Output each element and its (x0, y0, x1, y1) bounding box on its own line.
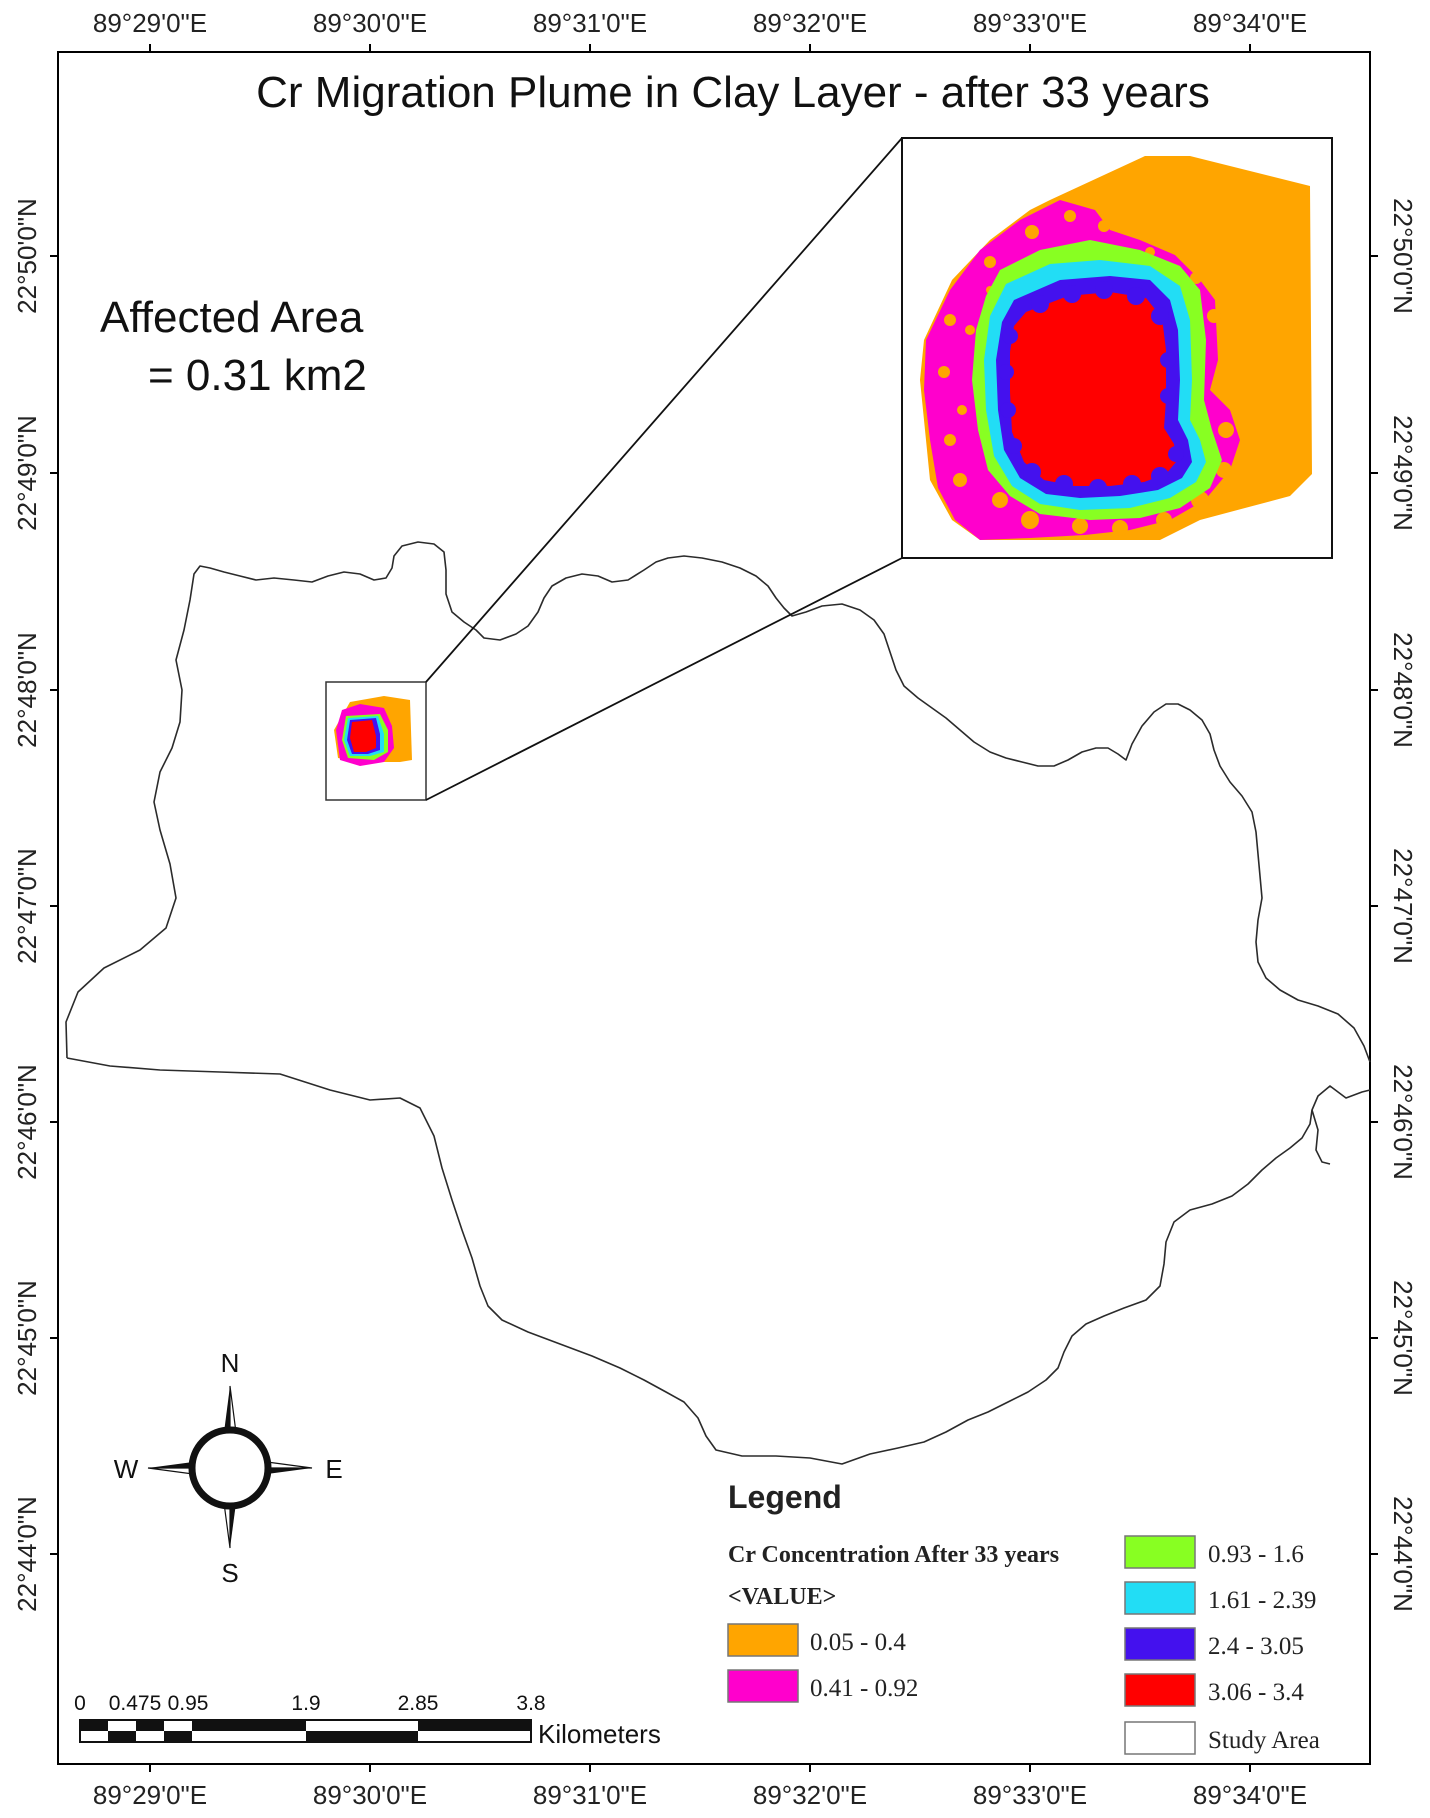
lat-label-left: 22°47'0"N (12, 848, 42, 964)
compass-south: S (221, 1558, 238, 1588)
scale-unit: Kilometers (538, 1719, 661, 1749)
latitude-ticks-left: 22°50'0"N 22°49'0"N 22°48'0"N 22°47'0"N … (12, 198, 58, 1612)
lat-label-right: 22°46'0"N (1388, 1064, 1418, 1180)
map-title: Cr Migration Plume in Clay Layer - after… (256, 68, 1210, 117)
inset-connector-top (425, 137, 903, 683)
legend-swatch (1124, 1627, 1196, 1661)
lon-label-bottom: 89°30'0"E (313, 1780, 427, 1810)
compass-north: N (221, 1348, 240, 1378)
scale-label: 0.95 (168, 1692, 209, 1715)
lat-label-right: 22°44'0"N (1388, 1496, 1418, 1612)
legend-swatch (727, 1669, 799, 1703)
legend-item-label: 1.61 - 2.39 (1208, 1587, 1316, 1614)
lon-label-top: 89°34'0"E (1193, 8, 1307, 38)
legend-item-label: 0.93 - 1.6 (1208, 1541, 1304, 1568)
lon-label-top: 89°33'0"E (973, 8, 1087, 38)
lon-label-top: 89°30'0"E (313, 8, 427, 38)
lat-label-right: 22°50'0"N (1388, 198, 1418, 314)
scale-bar: 0 0.475 0.95 1.9 2.85 3.8 (74, 1692, 546, 1743)
lat-label-left: 22°44'0"N (12, 1496, 42, 1612)
study-area-south (66, 1057, 1371, 1465)
plume-blue-dots (998, 281, 1184, 497)
lat-label-left: 22°46'0"N (12, 1064, 42, 1180)
legend-swatch (727, 1623, 799, 1657)
legend-item-label: 3.06 - 3.4 (1208, 1679, 1304, 1706)
scale-label: 2.85 (398, 1692, 439, 1715)
legend-item-label: 0.05 - 0.4 (810, 1629, 906, 1656)
scale-label: 0.475 (109, 1692, 162, 1715)
plume-zone-red-core (1020, 306, 1164, 474)
affected-area-value: = 0.31 km2 (148, 351, 367, 400)
lat-label-right: 22°49'0"N (1388, 415, 1418, 531)
compass-west: W (114, 1454, 139, 1484)
lon-label-bottom: 89°32'0"E (753, 1780, 867, 1810)
lat-label-right: 22°48'0"N (1388, 632, 1418, 748)
legend-swatch-study-area (1124, 1721, 1196, 1755)
legend-study-area-label: Study Area (1208, 1727, 1320, 1754)
lon-label-top: 89°31'0"E (533, 8, 647, 38)
lon-label-bottom: 89°31'0"E (533, 1780, 647, 1810)
legend-subtitle: Cr Concentration After 33 years (728, 1542, 1059, 1568)
lat-label-left: 22°50'0"N (12, 198, 42, 314)
lon-label-top: 89°32'0"E (753, 8, 867, 38)
legend-swatch (1124, 1535, 1196, 1569)
lat-label-right: 22°45'0"N (1388, 1280, 1418, 1396)
legend-value-label: <VALUE> (728, 1584, 836, 1610)
lat-label-left: 22°49'0"N (12, 415, 42, 531)
lat-label-left: 22°45'0"N (12, 1280, 42, 1396)
lon-label-top: 89°29'0"E (93, 8, 207, 38)
scale-label: 1.9 (291, 1692, 320, 1715)
scale-label: 0 (74, 1692, 86, 1715)
plume-zone-red-small (350, 720, 376, 752)
legend-item-label: 2.4 - 3.05 (1208, 1633, 1304, 1660)
study-area-east-notch (1311, 1109, 1331, 1165)
lon-label-bottom: 89°34'0"E (1193, 1780, 1307, 1810)
inset-plume-map (901, 137, 1333, 559)
lat-label-right: 22°47'0"N (1388, 848, 1418, 964)
lat-label-left: 22°48'0"N (12, 632, 42, 748)
legend: Legend Cr Concentration After 33 years <… (727, 1479, 1320, 1755)
source-plume (325, 681, 427, 801)
latitude-ticks-right: 22°50'0"N 22°49'0"N 22°48'0"N 22°47'0"N … (1370, 198, 1418, 1612)
legend-swatch (1124, 1581, 1196, 1615)
affected-area-label: Affected Area (100, 293, 364, 342)
scale-label: 3.8 (516, 1692, 545, 1715)
compass-east: E (325, 1454, 342, 1484)
lon-label-bottom: 89°29'0"E (93, 1780, 207, 1810)
north-arrow-icon (147, 1385, 313, 1549)
study-area-visible (65, 541, 1371, 1063)
legend-item-label: 0.41 - 0.92 (810, 1675, 918, 1702)
lon-label-bottom: 89°33'0"E (973, 1780, 1087, 1810)
inset-connector-bottom (425, 557, 903, 801)
longitude-ticks-bottom: 89°29'0"E 89°30'0"E 89°31'0"E 89°32'0"E … (93, 1764, 1307, 1810)
longitude-ticks-top: 89°29'0"E 89°30'0"E 89°31'0"E 89°32'0"E … (93, 8, 1307, 52)
legend-title: Legend (728, 1479, 842, 1515)
legend-swatch (1124, 1673, 1196, 1707)
